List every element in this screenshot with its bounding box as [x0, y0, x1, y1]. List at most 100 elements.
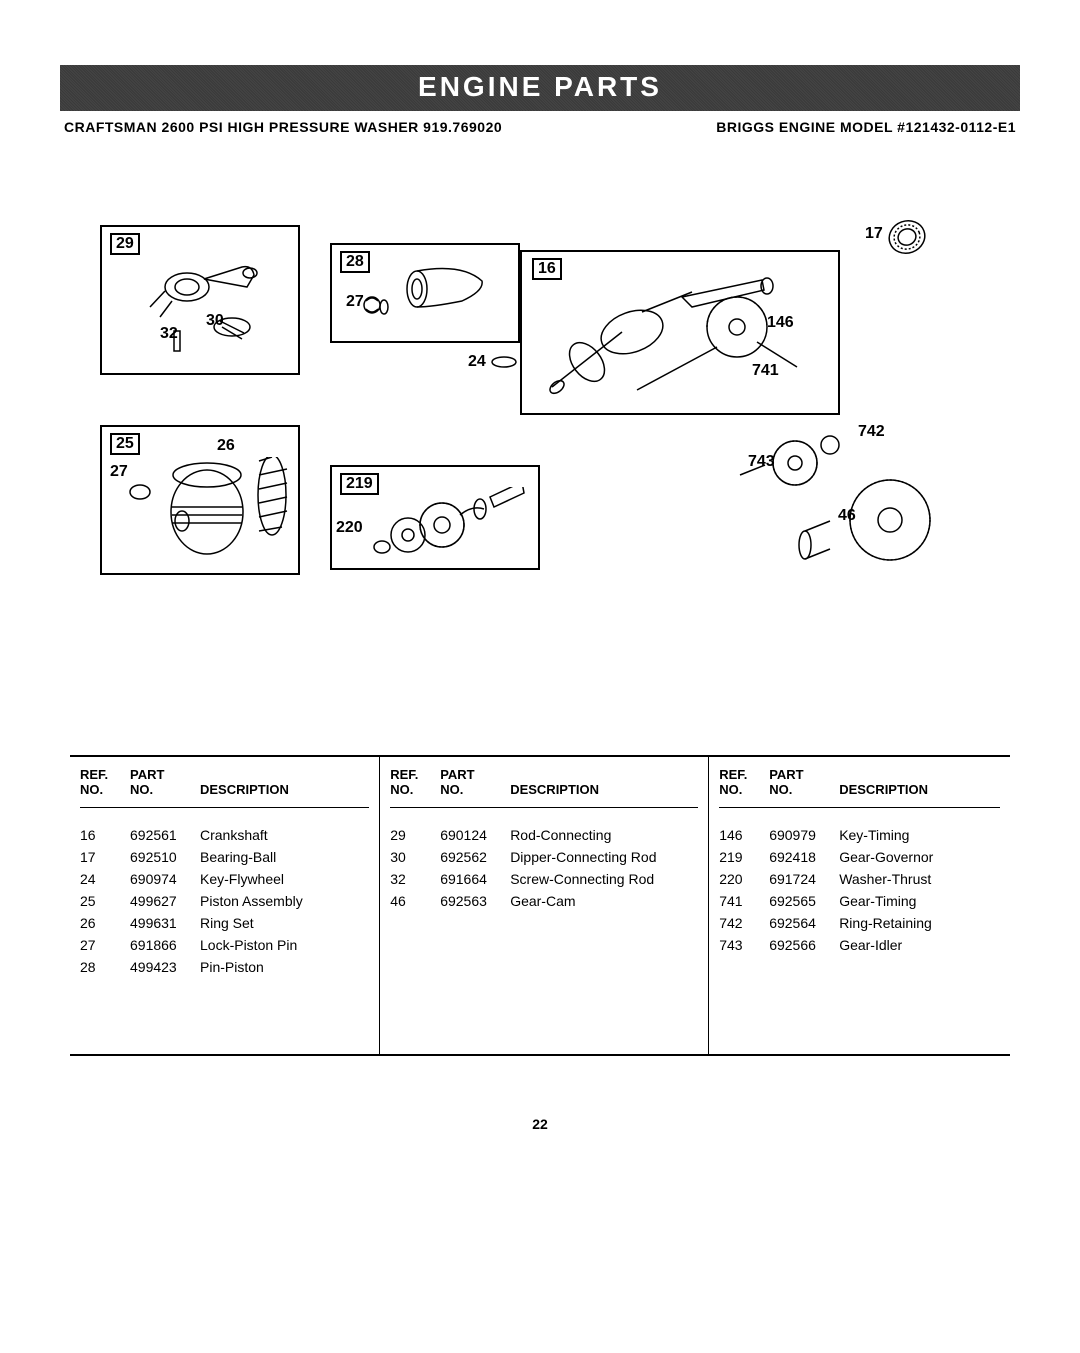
pin-icon — [362, 265, 512, 335]
cell: 690124 — [440, 824, 510, 846]
idler-gears-icon — [710, 425, 940, 585]
cell: 742 — [719, 912, 769, 934]
diagram-box-pin: 28 27 — [330, 243, 520, 343]
cell: 27 — [80, 934, 130, 956]
table-col-group-1: REF. NO. PART NO. DESCRIPTION 16 17 24 2… — [70, 757, 380, 1054]
cell: 24 — [80, 868, 130, 890]
cell: 219 — [719, 846, 769, 868]
th-part-no: NO. — [440, 782, 510, 797]
cell: 28 — [80, 956, 130, 978]
label-146: 146 — [767, 314, 794, 332]
th-desc: DESCRIPTION — [839, 782, 1000, 797]
cell: Ring-Retaining — [839, 912, 1000, 934]
diagram-box-governor: 219 220 — [330, 465, 540, 570]
th-ref: REF. — [80, 767, 130, 782]
cell: 220 — [719, 868, 769, 890]
cell: 690974 — [130, 868, 200, 890]
th-desc: DESCRIPTION — [510, 782, 698, 797]
cell: Pin-Piston — [200, 956, 369, 978]
subtitle-left: CRAFTSMAN 2600 PSI HIGH PRESSURE WASHER … — [64, 119, 502, 135]
cell: 692562 — [440, 846, 510, 868]
th-ref: REF. — [390, 767, 440, 782]
cell: Gear-Cam — [510, 890, 698, 912]
cell: 741 — [719, 890, 769, 912]
cell: 30 — [390, 846, 440, 868]
table-header-row: REF. NO. PART NO. DESCRIPTION — [390, 767, 698, 808]
cell: 692561 — [130, 824, 200, 846]
th-ref: REF. — [719, 767, 769, 782]
th-ref-no: NO. — [390, 782, 440, 797]
cell: 499627 — [130, 890, 200, 912]
label-30: 30 — [206, 312, 224, 330]
cell: Ring Set — [200, 912, 369, 934]
label-26: 26 — [217, 437, 235, 455]
label-29: 29 — [110, 233, 140, 255]
cell: 743 — [719, 934, 769, 956]
cell: Key-Flywheel — [200, 868, 369, 890]
cell: 29 — [390, 824, 440, 846]
table-col-group-3: REF. NO. PART NO. DESCRIPTION 146 219 22… — [709, 757, 1010, 1054]
table-col-group-2: REF. NO. PART NO. DESCRIPTION 29 30 32 4… — [380, 757, 709, 1054]
cell: Gear-Timing — [839, 890, 1000, 912]
cell: 691664 — [440, 868, 510, 890]
diagram-box-crankshaft: 16 1 — [520, 250, 840, 415]
th-ref-no: NO. — [80, 782, 130, 797]
cell: Gear-Governor — [839, 846, 1000, 868]
label-17: 17 — [865, 225, 883, 243]
cell: 692418 — [769, 846, 839, 868]
cell: Lock-Piston Pin — [200, 934, 369, 956]
cell: Piston Assembly — [200, 890, 369, 912]
banner-title: ENGINE PARTS — [60, 65, 1020, 111]
piston-icon — [122, 457, 292, 567]
label-25: 25 — [110, 433, 140, 455]
label-741: 741 — [752, 362, 779, 380]
cell: Crankshaft — [200, 824, 369, 846]
cell: 691866 — [130, 934, 200, 956]
key-flywheel-icon — [490, 353, 520, 371]
th-desc: DESCRIPTION — [200, 782, 369, 797]
label-27: 27 — [346, 293, 364, 311]
subtitle-row: CRAFTSMAN 2600 PSI HIGH PRESSURE WASHER … — [60, 119, 1020, 135]
cell: 692510 — [130, 846, 200, 868]
subtitle-right: BRIGGS ENGINE MODEL #121432-0112-E1 — [716, 119, 1016, 135]
diagram-box-piston: 25 26 27 — [100, 425, 300, 575]
crankshaft-icon — [542, 272, 832, 412]
cell: 146 — [719, 824, 769, 846]
label-32: 32 — [160, 325, 178, 343]
cell: Screw-Connecting Rod — [510, 868, 698, 890]
th-part: PART — [130, 767, 200, 782]
cell: Rod-Connecting — [510, 824, 698, 846]
cell: 499631 — [130, 912, 200, 934]
th-part-no: NO. — [130, 782, 200, 797]
cell: 16 — [80, 824, 130, 846]
cell: 692565 — [769, 890, 839, 912]
cell: 692564 — [769, 912, 839, 934]
table-header-row: REF. NO. PART NO. DESCRIPTION — [80, 767, 369, 808]
label-220: 220 — [336, 519, 363, 537]
label-742: 742 — [858, 423, 885, 441]
diagram-box-rod: 29 30 32 — [100, 225, 300, 375]
cell: Dipper-Connecting Rod — [510, 846, 698, 868]
exploded-diagram-area: 29 30 32 28 — [60, 225, 1020, 585]
cell: 690979 — [769, 824, 839, 846]
page-number: 22 — [60, 1116, 1020, 1132]
label-46: 46 — [838, 507, 856, 525]
governor-gear-icon — [372, 487, 537, 567]
th-part: PART — [440, 767, 510, 782]
parts-table: REF. NO. PART NO. DESCRIPTION 16 17 24 2… — [70, 755, 1010, 1056]
cell: 691724 — [769, 868, 839, 890]
th-part: PART — [769, 767, 839, 782]
cell: Bearing-Ball — [200, 846, 369, 868]
cell: Gear-Idler — [839, 934, 1000, 956]
page-container: ENGINE PARTS CRAFTSMAN 2600 PSI HIGH PRE… — [0, 0, 1080, 1172]
cell: 25 — [80, 890, 130, 912]
cell: 692563 — [440, 890, 510, 912]
cell: 26 — [80, 912, 130, 934]
table-header-row: REF. NO. PART NO. DESCRIPTION — [719, 767, 1000, 808]
cell: 17 — [80, 846, 130, 868]
bearing-ball-icon — [885, 215, 935, 260]
cell: 499423 — [130, 956, 200, 978]
cell: 692566 — [769, 934, 839, 956]
label-743: 743 — [748, 453, 775, 471]
cell: 46 — [390, 890, 440, 912]
